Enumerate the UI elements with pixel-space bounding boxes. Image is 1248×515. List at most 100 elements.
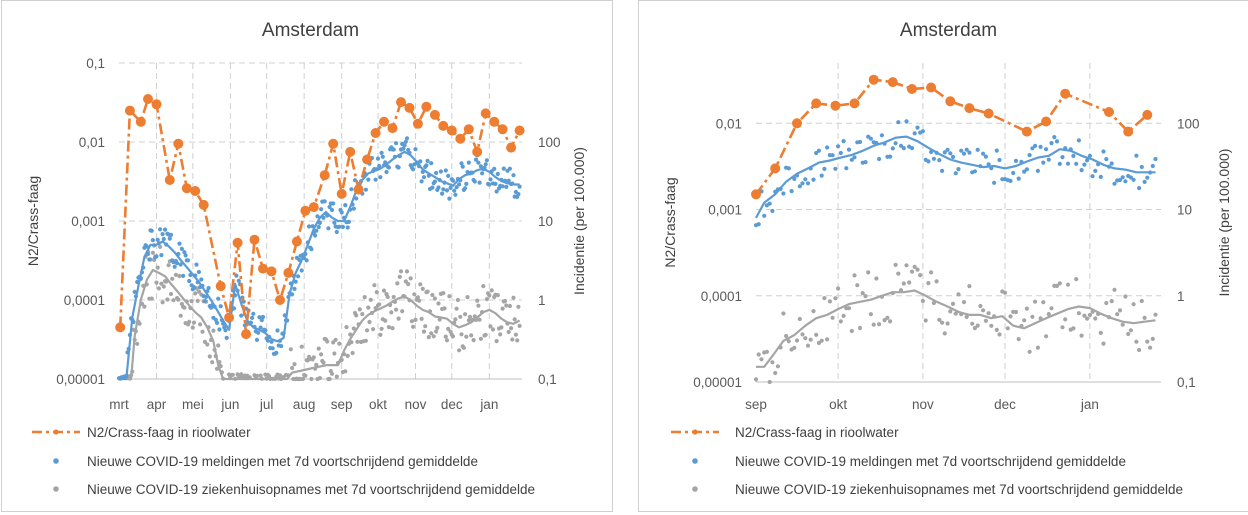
data-point — [154, 254, 159, 259]
data-point — [158, 244, 163, 249]
data-point — [319, 352, 324, 357]
data-point — [1112, 181, 1117, 186]
data-point — [162, 227, 168, 232]
legend-item: Nieuwe COVID-19 meldingen met 7d voortsc… — [692, 454, 1126, 469]
data-point — [964, 314, 969, 319]
data-point — [1079, 168, 1084, 173]
rioolwater-marker — [115, 322, 126, 333]
data-point — [269, 339, 274, 344]
data-point — [397, 274, 402, 279]
rioolwater-marker — [319, 170, 330, 181]
data-point — [904, 263, 909, 268]
data-point — [371, 327, 376, 332]
moving-average-line — [119, 150, 520, 381]
data-point — [1016, 176, 1021, 181]
data-point — [983, 318, 988, 323]
x-tick-label: apr — [147, 397, 167, 412]
rioolwater-marker — [868, 74, 879, 85]
data-point — [417, 298, 422, 303]
data-point — [453, 317, 458, 322]
data-point — [1027, 349, 1032, 354]
data-point — [1071, 153, 1076, 158]
y2-tick-label: 0,1 — [538, 372, 557, 387]
data-point — [250, 315, 255, 320]
data-point — [156, 286, 161, 291]
data-point — [484, 158, 489, 163]
data-point — [975, 323, 980, 328]
rioolwater-marker — [1123, 126, 1134, 137]
data-point — [210, 360, 215, 365]
data-point — [961, 151, 967, 156]
data-point — [168, 291, 174, 297]
data-point — [511, 295, 516, 300]
data-point — [500, 306, 505, 311]
x-tick-label: okt — [829, 397, 847, 412]
data-point — [144, 244, 149, 249]
y-tick-label: 0,0001 — [701, 289, 742, 304]
data-point — [1005, 326, 1010, 331]
legend-swatch-marker — [53, 486, 59, 492]
data-point — [254, 373, 260, 378]
data-point — [135, 341, 140, 346]
data-point — [464, 181, 469, 186]
data-point — [1044, 334, 1049, 339]
data-point — [288, 347, 293, 352]
data-point — [797, 316, 802, 322]
data-point — [495, 171, 500, 177]
data-point — [150, 250, 155, 255]
data-point — [1065, 161, 1071, 166]
data-point — [251, 311, 256, 316]
data-point — [351, 326, 356, 331]
data-point — [290, 365, 295, 371]
data-point — [915, 125, 920, 130]
data-point — [181, 273, 186, 278]
data-point — [344, 325, 349, 330]
data-point — [1148, 345, 1153, 350]
data-point — [337, 341, 342, 346]
data-point — [1065, 282, 1071, 287]
data-point — [463, 186, 468, 191]
x-tick-label: jun — [220, 397, 239, 412]
rioolwater-marker — [455, 133, 466, 144]
data-point — [258, 325, 263, 330]
data-point — [1093, 316, 1098, 321]
x-tick-label: nov — [912, 397, 934, 412]
data-point — [1090, 174, 1095, 179]
data-point — [940, 320, 945, 325]
data-point — [1082, 313, 1087, 318]
data-point — [207, 354, 212, 359]
y2-tick-label: 100 — [538, 135, 561, 150]
data-point — [185, 258, 191, 263]
x-tick-label: mei — [182, 397, 204, 412]
data-point — [970, 321, 975, 326]
rioolwater-marker — [151, 99, 162, 110]
data-point — [488, 324, 493, 329]
rioolwater-marker — [472, 146, 483, 157]
data-point — [1074, 277, 1079, 282]
data-point — [950, 301, 956, 306]
data-point — [446, 326, 451, 331]
rioolwater-marker — [387, 123, 398, 134]
data-point — [1137, 347, 1142, 353]
data-point — [460, 164, 465, 169]
data-point — [516, 304, 521, 309]
data-point — [329, 371, 335, 376]
data-point — [406, 282, 411, 287]
data-point — [396, 165, 401, 170]
y2-tick-label: 1 — [538, 293, 546, 308]
data-point — [846, 306, 852, 311]
data-point — [366, 177, 371, 182]
data-point — [1112, 287, 1117, 292]
data-point — [455, 297, 460, 303]
data-point — [147, 257, 152, 262]
data-point — [909, 146, 915, 151]
data-point — [275, 328, 280, 333]
data-point — [401, 146, 406, 151]
data-point — [447, 294, 452, 299]
data-point — [756, 352, 761, 357]
data-point — [299, 268, 304, 273]
data-point — [351, 206, 356, 211]
data-point — [764, 349, 769, 354]
data-point — [466, 318, 471, 323]
data-point — [354, 196, 359, 201]
